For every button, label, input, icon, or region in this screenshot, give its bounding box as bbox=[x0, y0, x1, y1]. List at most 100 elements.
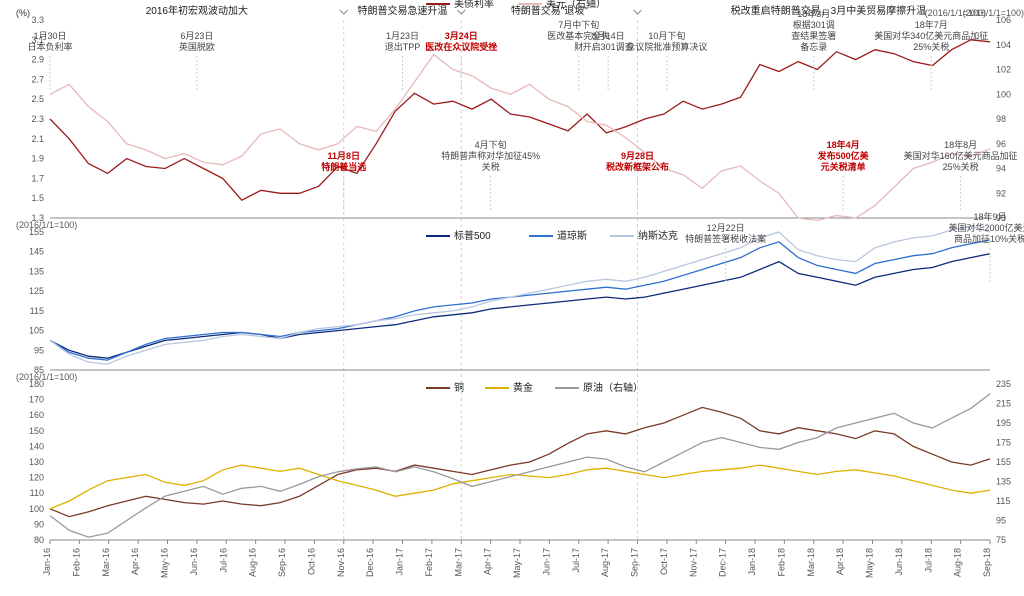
legend-label: 美元（右轴） bbox=[546, 0, 606, 10]
legend-label: 道琼斯 bbox=[557, 229, 587, 242]
series-美元（右轴） bbox=[50, 55, 990, 221]
x-tick: Apr-18 bbox=[835, 548, 845, 575]
x-tick: Jun-16 bbox=[189, 548, 199, 576]
section-title: 特朗普交易急速升温 bbox=[358, 4, 448, 17]
y-tick-right: 95 bbox=[996, 516, 1006, 526]
y-tick-left: 2.3 bbox=[31, 114, 44, 124]
series-纳斯达克 bbox=[50, 226, 990, 364]
x-tick: Mar-17 bbox=[453, 548, 463, 577]
legend-label: 美债利率 bbox=[454, 0, 494, 10]
annotation-text: 美国对华160亿美元商品加征 bbox=[904, 150, 1018, 161]
annotation-text: 25%关税 bbox=[913, 41, 949, 52]
x-tick: Apr-17 bbox=[483, 548, 493, 575]
annotation-text: 1月30日 bbox=[33, 31, 66, 41]
annotation-text: 税改新框架公布 bbox=[606, 161, 669, 172]
x-tick: Feb-18 bbox=[776, 548, 786, 577]
x-tick: Feb-17 bbox=[424, 548, 434, 577]
y-tick-left: 100 bbox=[29, 504, 44, 514]
y-tick-left: 170 bbox=[29, 395, 44, 405]
x-tick: Jul-17 bbox=[571, 548, 581, 573]
annotation-text: 特朗普签署税收法案 bbox=[685, 233, 766, 244]
x-tick: Jul-18 bbox=[923, 548, 933, 573]
y-tick-left: 105 bbox=[29, 326, 44, 336]
x-tick: Aug-17 bbox=[600, 548, 610, 577]
y-tick-right: 135 bbox=[996, 477, 1011, 487]
y-tick-left: 2.9 bbox=[31, 55, 44, 65]
y-tick-left: 120 bbox=[29, 473, 44, 483]
y-tick-left: 140 bbox=[29, 441, 44, 451]
annotation-text: 18年7月 bbox=[915, 19, 948, 30]
annotation-text: 7月中下旬 bbox=[558, 19, 599, 30]
panel1-left-unit: (%) bbox=[16, 8, 30, 18]
y-tick-left: 145 bbox=[29, 247, 44, 257]
x-tick: Jan-16 bbox=[42, 548, 52, 576]
y-tick-left: 110 bbox=[30, 488, 44, 498]
y-tick-right: 195 bbox=[996, 418, 1011, 428]
y-tick-right: 102 bbox=[996, 65, 1011, 75]
y-tick-right: 155 bbox=[996, 457, 1011, 467]
annotation-text: 医改在众议院受挫 bbox=[425, 41, 497, 52]
series-美债利率 bbox=[50, 40, 990, 200]
annotation-text: 18年9月 bbox=[973, 211, 1006, 222]
annotation-text: 9月28日 bbox=[621, 151, 654, 161]
x-tick: Sep-16 bbox=[277, 548, 287, 577]
annotation-text: 美国对华2000亿美元 bbox=[948, 222, 1024, 233]
y-tick-right: 104 bbox=[996, 40, 1011, 50]
x-tick: May-16 bbox=[160, 548, 170, 578]
y-tick-right: 100 bbox=[996, 89, 1011, 99]
annotation-text: 特朗普声称对华加征45% bbox=[441, 150, 540, 161]
legend-label: 铜 bbox=[454, 382, 464, 394]
x-tick: Aug-16 bbox=[248, 548, 258, 577]
y-tick-right: 115 bbox=[996, 496, 1010, 506]
x-tick: Jun-18 bbox=[894, 548, 904, 576]
legend-label: 纳斯达克 bbox=[638, 229, 678, 242]
annotation-text: 元关税清单 bbox=[821, 161, 866, 172]
annotation-text: 英国脱欧 bbox=[179, 41, 215, 52]
x-tick: Aug-18 bbox=[953, 548, 963, 577]
y-tick-right: 96 bbox=[996, 139, 1006, 149]
annotation-text: 12月22日 bbox=[707, 223, 745, 233]
chart-svg: 2016年初宏观波动加大特朗普交易急速升温特朗普交易"退坡"税改重启特朗普交易，… bbox=[0, 0, 1024, 591]
y-tick-right: 75 bbox=[996, 535, 1006, 545]
x-tick: Mar-16 bbox=[101, 548, 111, 577]
y-tick-left: 130 bbox=[29, 457, 44, 467]
annotation-text: 特朗普当选 bbox=[321, 161, 366, 172]
annotation-text: 根据301调 bbox=[793, 19, 835, 30]
legend-label: 原油（右轴） bbox=[583, 381, 643, 394]
y-axis-left-label: (2016/1/1=100) bbox=[16, 220, 77, 230]
x-tick: Jul-16 bbox=[218, 548, 228, 573]
y-tick-left: 2.1 bbox=[31, 134, 44, 144]
y-tick-left: 150 bbox=[29, 426, 44, 436]
annotation-text: 18年3月 bbox=[797, 8, 830, 19]
series-原油（右轴） bbox=[50, 394, 990, 537]
annotation-text: 18年4月 bbox=[827, 139, 860, 150]
x-tick: May-17 bbox=[512, 548, 522, 578]
x-tick: Sep-17 bbox=[630, 548, 640, 577]
y-tick-left: 160 bbox=[29, 410, 44, 420]
x-tick: Nov-17 bbox=[688, 548, 698, 577]
x-tick: Nov-16 bbox=[336, 548, 346, 577]
annotation-text: 商品加征10%关税 bbox=[954, 233, 1024, 244]
annotation-text: 发布500亿美 bbox=[817, 150, 870, 161]
x-tick: Oct-17 bbox=[659, 548, 669, 575]
legend-label: 标普500 bbox=[454, 229, 491, 242]
series-标普500 bbox=[50, 254, 990, 359]
annotation-text: 8月14日 bbox=[592, 31, 625, 41]
annotation-text: 6月23日 bbox=[180, 31, 213, 41]
annotation-text: 退出TPP bbox=[385, 41, 421, 52]
y-tick-right: 94 bbox=[996, 164, 1006, 174]
annotation-text: 日本负利率 bbox=[27, 41, 72, 52]
y-tick-left: 1.5 bbox=[31, 193, 44, 203]
annotation-text: 1月23日 bbox=[386, 31, 419, 41]
y-tick-right: 92 bbox=[996, 188, 1006, 198]
annotation-text: 备忘录 bbox=[800, 41, 827, 52]
y-tick-right: 98 bbox=[996, 114, 1006, 124]
y-tick-left: 3.3 bbox=[31, 15, 44, 25]
y-tick-left: 80 bbox=[34, 535, 44, 545]
financial-multiplot-chart: { "canvas":{"w":1024,"h":591}, "timeline… bbox=[0, 0, 1024, 591]
y-tick-left: 90 bbox=[34, 519, 44, 529]
section-title: 2016年初宏观波动加大 bbox=[146, 4, 248, 17]
series-铜 bbox=[50, 407, 990, 516]
y-tick-left: 95 bbox=[34, 345, 44, 355]
y-tick-right: 235 bbox=[996, 379, 1011, 389]
